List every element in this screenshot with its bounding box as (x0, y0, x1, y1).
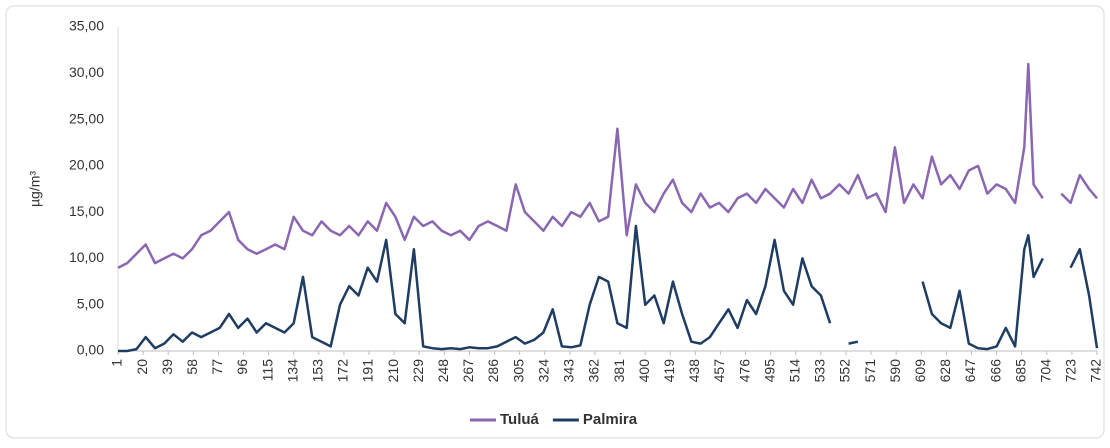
x-tick-label: 704 (1037, 359, 1053, 383)
x-tick-label: 362 (586, 359, 602, 383)
x-tick-label: 609 (912, 359, 928, 383)
x-tick-label: 96 (234, 359, 250, 375)
x-tick-label: 324 (535, 359, 551, 383)
series-line (117, 62, 1098, 269)
x-tick-label: 400 (636, 359, 652, 383)
y-tick-label: 10,00 (69, 249, 104, 265)
y-tick-label: 30,00 (69, 64, 104, 80)
x-tick-label: 685 (1012, 359, 1028, 383)
x-tick-label: 20 (134, 359, 150, 375)
x-tick-label: 172 (335, 359, 351, 383)
x-tick-label: 438 (686, 359, 702, 383)
x-tick-label: 514 (786, 359, 802, 383)
x-tick-label: 552 (837, 359, 853, 383)
x-tick-label: 39 (159, 359, 175, 375)
x-tick-label: 343 (561, 359, 577, 383)
x-tick-label: 286 (485, 359, 501, 383)
y-tick-label: 15,00 (69, 203, 104, 219)
x-tick-label: 476 (736, 359, 752, 383)
x-tick-label: 134 (284, 359, 300, 383)
x-tick-label: 419 (661, 359, 677, 383)
x-tick-label: 457 (711, 359, 727, 383)
x-tick-label: 647 (962, 359, 978, 383)
x-tick-label: 742 (1088, 359, 1104, 383)
x-tick-label: 305 (510, 359, 526, 383)
x-tick-label: 58 (184, 359, 200, 375)
x-tick-label: 628 (937, 359, 953, 383)
x-tick-label: 77 (209, 359, 225, 375)
x-tick-label: 381 (611, 359, 627, 383)
legend-label: Tuluá (500, 411, 540, 428)
x-tick-label: 1 (109, 359, 125, 367)
x-tick-label: 248 (435, 359, 451, 383)
x-tick-label: 666 (987, 359, 1003, 383)
series-line (118, 224, 1099, 353)
y-tick-label: 5,00 (77, 295, 104, 311)
x-tick-label: 723 (1063, 359, 1079, 383)
legend-label: Palmira (583, 411, 638, 428)
x-tick-label: 590 (887, 359, 903, 383)
x-tick-label: 571 (862, 359, 878, 383)
y-tick-label: 35,00 (69, 18, 104, 34)
x-tick-label: 210 (385, 359, 401, 383)
x-tick-label: 153 (310, 359, 326, 383)
x-tick-label: 115 (259, 359, 275, 382)
x-tick-label: 267 (460, 359, 476, 383)
y-tick-label: 0,00 (77, 342, 104, 358)
y-tick-label: 25,00 (69, 110, 104, 126)
x-tick-label: 229 (410, 359, 426, 383)
y-axis-label: µg/m³ (27, 171, 43, 207)
x-tick-label: 191 (360, 359, 376, 383)
x-tick-label: 533 (812, 359, 828, 383)
x-tick-label: 495 (761, 359, 777, 383)
y-tick-label: 20,00 (69, 157, 104, 173)
